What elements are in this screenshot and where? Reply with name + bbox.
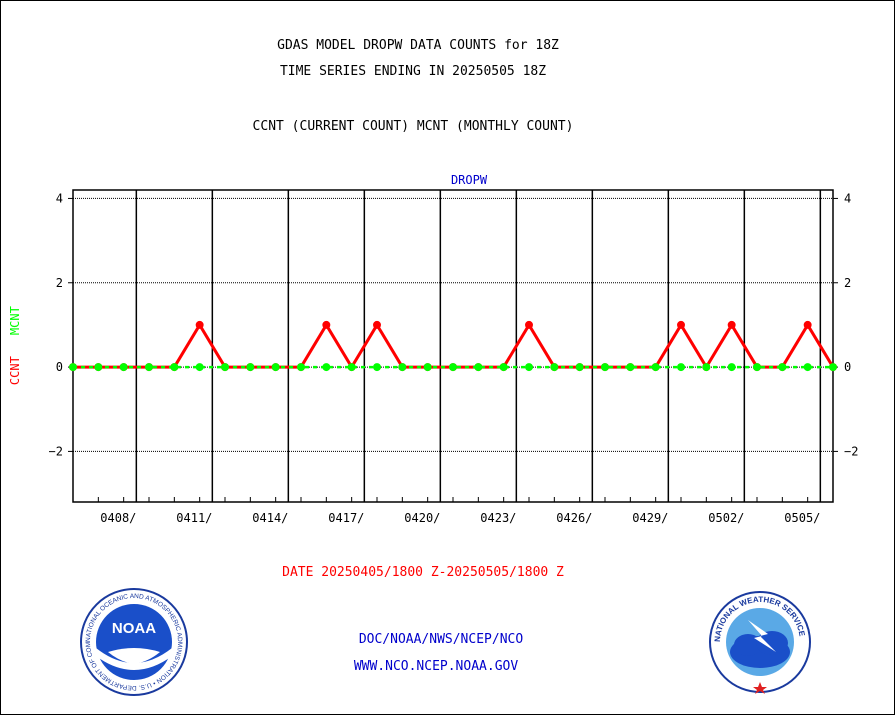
- x-tick-label: 0417/: [328, 511, 364, 525]
- y-tick-label-right: 0: [844, 360, 851, 374]
- mcnt-point: [196, 363, 204, 371]
- mcnt-point: [778, 363, 786, 371]
- y-axis-label-ccnt: CCNT: [8, 356, 22, 385]
- mcnt-point: [525, 363, 533, 371]
- nws-logo: NATIONAL WEATHER SERVICE: [708, 590, 812, 694]
- x-tick-label: 0505/: [784, 511, 820, 525]
- y-tick-label-left: 4: [56, 191, 63, 205]
- x-tick-label: 0414/: [252, 511, 288, 525]
- mcnt-point: [728, 363, 736, 371]
- x-tick-label: 0423/: [480, 511, 516, 525]
- org-path-label: DOC/NOAA/NWS/NCEP/NCO: [359, 632, 523, 647]
- mcnt-point: [322, 363, 330, 371]
- ccnt-point: [373, 321, 381, 329]
- mcnt-point: [348, 363, 356, 371]
- mcnt-point: [449, 363, 457, 371]
- ccnt-point: [728, 321, 736, 329]
- mcnt-point: [221, 363, 229, 371]
- mcnt-point: [652, 363, 660, 371]
- mcnt-point: [297, 363, 305, 371]
- mcnt-point: [500, 363, 508, 371]
- ccnt-point: [322, 321, 330, 329]
- mcnt-point: [424, 363, 432, 371]
- mcnt-point: [677, 363, 685, 371]
- mcnt-point: [601, 363, 609, 371]
- y-tick-label-right: −2: [844, 444, 858, 458]
- mcnt-point: [702, 363, 710, 371]
- x-tick-label: 0408/: [100, 511, 136, 525]
- mcnt-point: [550, 363, 558, 371]
- mcnt-point: [474, 363, 482, 371]
- mcnt-point: [145, 363, 153, 371]
- ccnt-series-line: [73, 325, 833, 367]
- mcnt-point: [829, 363, 837, 371]
- mcnt-point: [170, 363, 178, 371]
- ccnt-point: [804, 321, 812, 329]
- mcnt-point: [120, 363, 128, 371]
- noaa-logo: NOAA NATIONAL OCEANIC AND ATMOSPHERIC AD…: [78, 586, 190, 698]
- y-tick-label-right: 4: [844, 191, 851, 205]
- x-tick-label: 0420/: [404, 511, 440, 525]
- y-tick-label-right: 2: [844, 276, 851, 290]
- ccnt-point: [677, 321, 685, 329]
- y-tick-label-left: −2: [49, 444, 63, 458]
- y-axis-label-group: CCNT MCNT: [8, 306, 22, 385]
- y-tick-label-left: 2: [56, 276, 63, 290]
- plot-title: DROPW: [451, 173, 488, 187]
- date-range-label: DATE 20250405/1800 Z-20250505/1800 Z: [282, 565, 564, 580]
- ccnt-point: [196, 321, 204, 329]
- x-tick-label: 0411/: [176, 511, 212, 525]
- y-axis-label-mcnt: MCNT: [8, 306, 22, 335]
- x-tick-label: 0426/: [556, 511, 592, 525]
- mcnt-point: [626, 363, 634, 371]
- mcnt-point: [69, 363, 77, 371]
- noaa-logo-label: NOAA: [112, 620, 156, 637]
- mcnt-point: [94, 363, 102, 371]
- x-tick-label: 0429/: [632, 511, 668, 525]
- y-tick-label-left: 0: [56, 360, 63, 374]
- website-link[interactable]: WWW.NCO.NCEP.NOAA.GOV: [354, 659, 518, 674]
- mcnt-point: [246, 363, 254, 371]
- x-tick-label: 0502/: [708, 511, 744, 525]
- mcnt-point: [753, 363, 761, 371]
- mcnt-point: [272, 363, 280, 371]
- mcnt-point: [373, 363, 381, 371]
- mcnt-point: [576, 363, 584, 371]
- mcnt-point: [398, 363, 406, 371]
- ccnt-point: [525, 321, 533, 329]
- mcnt-point: [804, 363, 812, 371]
